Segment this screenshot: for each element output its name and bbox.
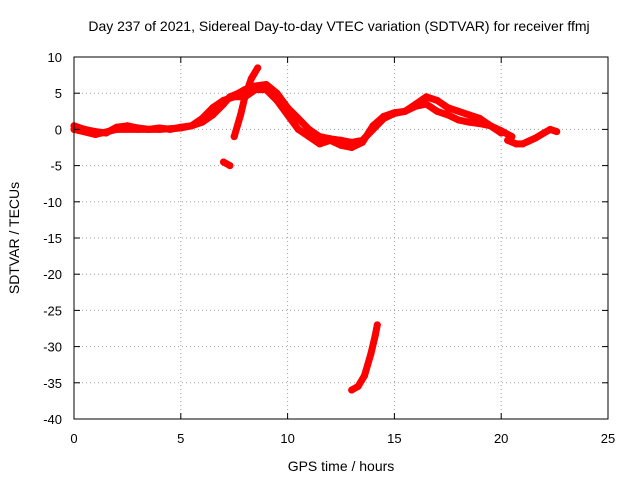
- data-point: [241, 93, 249, 101]
- data-point: [371, 332, 379, 340]
- data-point: [348, 144, 356, 151]
- data-point: [262, 86, 270, 94]
- x-tick-label: 10: [280, 431, 294, 446]
- data-point: [369, 122, 377, 130]
- y-tick-label: -5: [50, 159, 62, 174]
- y-tick-label: 5: [55, 86, 62, 101]
- data-point: [412, 102, 420, 110]
- y-tick-label: 0: [55, 122, 62, 137]
- x-tick-label: 5: [177, 431, 184, 446]
- data-point: [354, 382, 362, 390]
- data-point: [305, 133, 313, 141]
- y-tick-label: -35: [43, 376, 62, 391]
- data-point: [422, 93, 430, 101]
- data-point: [497, 127, 505, 135]
- x-tick-label: 20: [494, 431, 508, 446]
- data-point: [220, 158, 227, 166]
- data-point: [294, 115, 302, 122]
- data-point: [230, 93, 238, 101]
- data-point: [476, 120, 484, 128]
- y-tick-label: -20: [43, 267, 62, 282]
- chart-title: Day 237 of 2021, Sidereal Day-to-day VTE…: [88, 18, 589, 34]
- data-point: [433, 96, 441, 104]
- data-point: [531, 134, 539, 142]
- data-point: [252, 86, 260, 94]
- data-point: [273, 96, 281, 104]
- data-point: [226, 162, 234, 170]
- y-axis-label: SDTVAR / TECUs: [6, 182, 22, 294]
- data-point: [504, 136, 512, 144]
- data-point: [487, 122, 494, 130]
- y-tick-label: -40: [43, 412, 62, 427]
- data-point: [512, 140, 520, 148]
- data-point: [401, 107, 409, 115]
- axis-ticks: [73, 56, 609, 420]
- data-point: [525, 137, 533, 145]
- x-axis-label: GPS time / hours: [288, 458, 395, 474]
- data-point: [465, 118, 473, 126]
- data-point: [455, 116, 462, 124]
- data-point: [519, 140, 527, 148]
- data-point: [540, 129, 548, 137]
- data-point: [316, 133, 324, 141]
- data-point: [433, 107, 441, 115]
- data-point: [284, 111, 292, 119]
- data-point: [337, 141, 345, 149]
- data-point: [155, 125, 163, 133]
- data-point: [316, 140, 324, 148]
- data-point: [91, 131, 99, 138]
- data-point: [294, 125, 302, 133]
- data-point: [247, 75, 255, 83]
- data-point: [358, 138, 366, 146]
- y-tick-label: 10: [48, 50, 62, 65]
- data-point: [254, 64, 262, 72]
- data-point: [444, 104, 452, 112]
- data-point: [380, 112, 388, 120]
- data-point: [373, 321, 381, 329]
- y-tick-labels: 10 5 0 -5 -10 -15 -20 -25 -30 -35 -40: [43, 50, 62, 427]
- x-tick-label: 0: [70, 431, 77, 446]
- x-tick-label: 25: [601, 431, 615, 446]
- data-point: [237, 111, 245, 119]
- data-point: [444, 111, 452, 119]
- data-point: [422, 100, 430, 108]
- data-point: [326, 136, 334, 144]
- data-point: [465, 111, 473, 119]
- data-point: [220, 96, 227, 104]
- data-point: [230, 133, 238, 141]
- data-point: [177, 124, 185, 132]
- data-point: [134, 125, 142, 133]
- y-tick-label: -30: [43, 340, 62, 355]
- data-point: [455, 107, 462, 115]
- data-point: [546, 125, 554, 133]
- data-point: [361, 372, 368, 380]
- x-tick-label: 15: [387, 431, 401, 446]
- x-tick-labels: 0 5 10 15 20 25: [70, 431, 615, 446]
- data-point: [553, 128, 561, 136]
- data-point: [348, 386, 356, 394]
- y-tick-label: -10: [43, 195, 62, 210]
- data-point: [113, 125, 121, 133]
- data-point: [305, 125, 313, 133]
- y-tick-label: -25: [43, 303, 62, 318]
- data-point: [367, 350, 375, 358]
- y-tick-label: -15: [43, 231, 62, 246]
- data-point: [188, 122, 195, 130]
- data-point: [209, 104, 217, 112]
- data-series: [70, 64, 561, 394]
- data-point: [390, 109, 398, 117]
- data-point: [198, 115, 206, 122]
